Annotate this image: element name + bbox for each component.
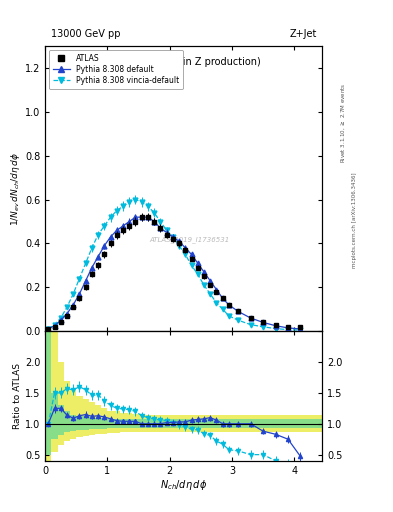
Text: 13000 GeV pp: 13000 GeV pp (51, 29, 120, 39)
Text: Z+Jet: Z+Jet (289, 29, 317, 39)
Text: Nch (ATLAS UE in Z production): Nch (ATLAS UE in Z production) (107, 57, 261, 68)
X-axis label: $N_{ch}/d\eta\, d\phi$: $N_{ch}/d\eta\, d\phi$ (160, 478, 208, 493)
Text: Rivet 3.1.10, $\geq$ 2.7M events: Rivet 3.1.10, $\geq$ 2.7M events (340, 82, 347, 163)
Legend: ATLAS, Pythia 8.308 default, Pythia 8.308 vincia-default: ATLAS, Pythia 8.308 default, Pythia 8.30… (49, 50, 183, 89)
Y-axis label: Ratio to ATLAS: Ratio to ATLAS (13, 363, 22, 429)
Text: mcplots.cern.ch [arXiv:1306.3436]: mcplots.cern.ch [arXiv:1306.3436] (352, 173, 357, 268)
Y-axis label: $1/N_{ev}\, dN_{ch}/d\eta\, d\phi$: $1/N_{ev}\, dN_{ch}/d\eta\, d\phi$ (9, 152, 22, 226)
Text: ATLAS_2019_I1736531: ATLAS_2019_I1736531 (149, 237, 230, 243)
